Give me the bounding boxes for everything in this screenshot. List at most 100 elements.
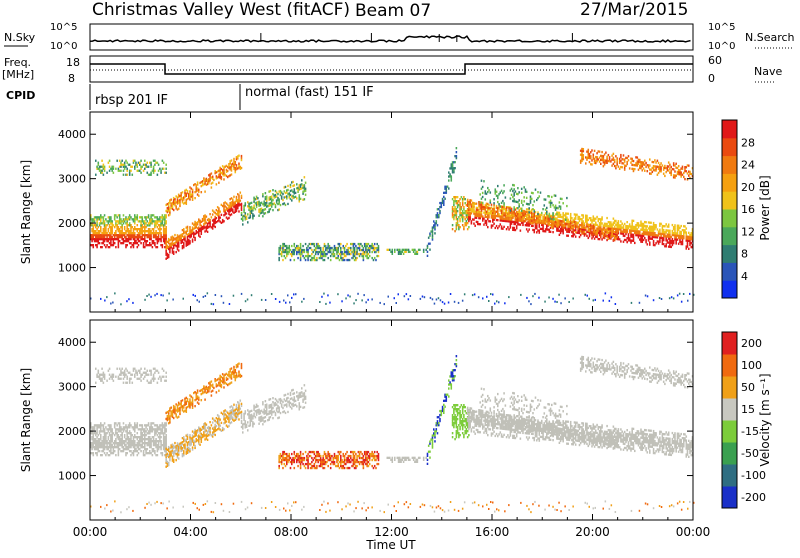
power-cell <box>466 220 468 222</box>
velocity-cell <box>149 432 151 434</box>
power-cell <box>134 222 136 224</box>
power-cell <box>325 303 327 305</box>
power-cell <box>169 211 171 213</box>
power-cell <box>497 209 499 211</box>
power-cell <box>371 257 373 259</box>
power-cell <box>394 251 396 253</box>
velocity-cell <box>162 452 164 454</box>
power-cell <box>479 223 481 225</box>
velocity-cell <box>165 444 167 446</box>
power-cell <box>282 259 284 261</box>
velocity-cell <box>123 430 125 432</box>
power-cell <box>132 302 134 304</box>
power-cell <box>454 161 456 163</box>
power-cell <box>331 247 333 249</box>
power-cell <box>639 232 641 234</box>
power-cell <box>604 231 606 233</box>
power-cell <box>166 299 168 301</box>
power-cell <box>130 230 132 232</box>
power-cell <box>321 257 323 259</box>
power-cell <box>462 218 464 220</box>
power-cell <box>134 232 136 234</box>
velocity-cell <box>119 448 121 450</box>
power-cell <box>325 255 327 257</box>
power-cell <box>482 192 484 194</box>
power-cell <box>583 148 585 150</box>
power-cell <box>278 198 280 200</box>
power-cell <box>518 209 520 211</box>
power-cell <box>603 157 605 159</box>
velocity-cell <box>137 454 139 456</box>
power-cell <box>621 166 623 168</box>
power-cell <box>282 199 284 201</box>
power-cell <box>655 226 657 228</box>
velocity-cell <box>123 446 125 448</box>
velocity-cell <box>120 430 122 432</box>
velocity-cell <box>158 442 160 444</box>
power-cell <box>629 223 631 225</box>
power-cell <box>300 259 302 261</box>
power-cell <box>160 228 162 230</box>
power-cell <box>534 216 536 218</box>
velocity-cell <box>98 448 100 450</box>
power-cell <box>211 216 213 218</box>
power-cell <box>300 257 302 259</box>
power-cell <box>531 214 533 216</box>
power-cell <box>626 221 628 223</box>
power-cell <box>231 167 233 169</box>
power-cell <box>639 302 641 304</box>
velocity-cell <box>105 432 107 434</box>
velocity-cell <box>165 436 167 438</box>
power-cell <box>550 206 552 208</box>
power-cell <box>432 298 434 300</box>
power-cell <box>183 228 185 230</box>
power-cell <box>165 214 167 216</box>
velocity-cell <box>119 436 121 438</box>
velocity-cell <box>142 440 144 442</box>
power-cell <box>129 174 131 176</box>
power-cell <box>417 253 419 255</box>
power-cell <box>555 195 557 197</box>
power-cell <box>237 207 239 209</box>
power-cell <box>302 193 304 195</box>
power-cell <box>546 211 548 213</box>
power-cell <box>686 233 688 235</box>
power-cell <box>184 237 186 239</box>
power-cell <box>134 168 136 170</box>
power-cell <box>583 150 585 152</box>
power-cell <box>668 226 670 228</box>
power-cell <box>330 249 332 251</box>
power-cell <box>552 204 554 206</box>
power-cell <box>633 240 635 242</box>
power-cell <box>101 172 103 174</box>
velocity-cell <box>129 422 131 424</box>
power-cell <box>498 301 500 303</box>
power-cell <box>450 293 452 295</box>
power-cell <box>458 200 460 202</box>
velocity-cell <box>115 432 117 434</box>
power-cell <box>590 155 592 157</box>
power-cell <box>178 245 180 247</box>
power-cell <box>154 170 156 172</box>
power-cell <box>374 249 376 251</box>
power-cell <box>272 209 274 211</box>
power-cell <box>300 198 302 200</box>
velocity-cell <box>160 436 162 438</box>
power-cell <box>153 172 155 174</box>
power-cell <box>118 168 120 170</box>
power-cell <box>430 297 432 299</box>
power-cell <box>501 225 503 227</box>
power-cell <box>113 166 115 168</box>
power-cell <box>453 216 455 218</box>
power-cell <box>464 202 466 204</box>
power-cell <box>121 228 123 230</box>
power-cell <box>307 257 309 259</box>
velocity-cell <box>133 438 135 440</box>
power-cell <box>103 216 105 218</box>
power-cell <box>101 160 103 162</box>
velocity-cell <box>118 446 120 448</box>
power-cell <box>133 230 135 232</box>
power-cell <box>153 240 155 242</box>
velocity-cell <box>160 446 162 448</box>
velocity-cell <box>126 428 128 430</box>
